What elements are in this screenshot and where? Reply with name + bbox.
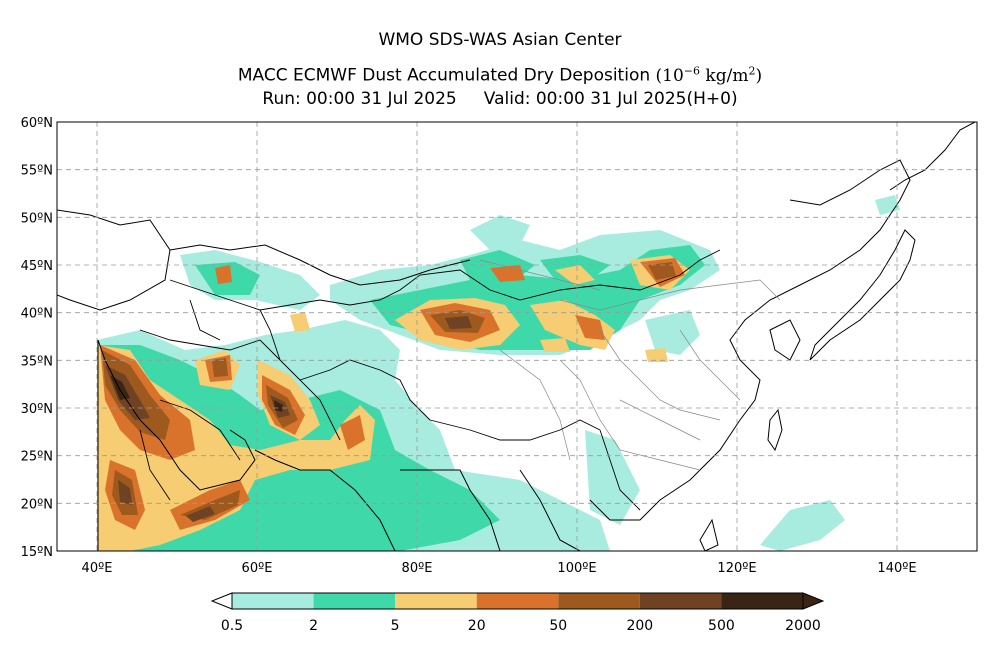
lat-tick-label: 20ºN bbox=[21, 497, 53, 512]
product-name: MACC ECMWF Dust Accumulated Dry Depositi… bbox=[237, 65, 651, 86]
colorbar-max-arrow bbox=[802, 592, 825, 610]
lon-tick-label: 100ºE bbox=[557, 561, 596, 576]
colorbar-swatch bbox=[639, 593, 722, 609]
colorbar-swatch bbox=[721, 593, 803, 609]
lon-tick-label: 60ºE bbox=[242, 561, 273, 576]
title-line-2: MACC ECMWF Dust Accumulated Dry Depositi… bbox=[0, 60, 1000, 87]
lon-tick-label: 80ºE bbox=[402, 561, 433, 576]
latitude-labels: 60ºN 55ºN 50ºN 45ºN 40ºN 35ºN 30ºN 25ºN 20ºN 15ºN bbox=[21, 116, 53, 560]
lat-tick-label: 55ºN bbox=[21, 164, 53, 179]
lon-tick-label: 120ºE bbox=[717, 561, 756, 576]
lat-tick-label: 60ºN bbox=[21, 116, 53, 131]
colorbar-swatch bbox=[395, 593, 477, 609]
colorbar-swatch bbox=[476, 593, 559, 609]
colorbar-label: 5 bbox=[391, 618, 400, 634]
colorbar-min-arrow bbox=[210, 592, 233, 610]
center-name: WMO SDS-WAS Asian Center bbox=[378, 30, 622, 50]
title-line-1: WMO SDS-WAS Asian Center bbox=[0, 29, 1000, 51]
run-time: Run: 00:00 31 Jul 2025 bbox=[262, 89, 457, 109]
colorbar-label: 20 bbox=[468, 618, 486, 634]
colorbar-label: 500 bbox=[708, 618, 735, 634]
colorbar-label: 0.5 bbox=[221, 618, 243, 634]
lat-tick-label: 15ºN bbox=[21, 545, 53, 560]
colorbar-label: 2000 bbox=[785, 618, 821, 634]
lat-tick-label: 45ºN bbox=[21, 259, 53, 274]
gridlines bbox=[57, 122, 977, 551]
colorbar-label: 200 bbox=[626, 618, 653, 634]
country-borders bbox=[139, 249, 721, 511]
map-frame bbox=[56, 121, 978, 552]
lat-tick-label: 25ºN bbox=[21, 450, 53, 465]
valid-time: Valid: 00:00 31 Jul 2025(H+0) bbox=[483, 89, 738, 109]
lon-tick-label: 140ºE bbox=[877, 561, 916, 576]
lat-tick-label: 50ºN bbox=[21, 211, 53, 226]
colorbar-outline bbox=[231, 592, 804, 610]
colorbar-swatch bbox=[232, 593, 314, 609]
lat-tick-label: 30ºN bbox=[21, 402, 53, 417]
lon-tick-label: 40ºE bbox=[82, 561, 113, 576]
colorbar: 0.5 2 5 20 50 200 500 2000 bbox=[210, 592, 825, 634]
dust-field bbox=[97, 195, 900, 551]
title-line-3: Run: 00:00 31 Jul 2025 Valid: 00:00 31 J… bbox=[0, 88, 1000, 110]
colorbar-swatch bbox=[313, 593, 396, 609]
colorbar-label: 50 bbox=[549, 618, 567, 634]
lat-tick-label: 40ºN bbox=[21, 307, 53, 322]
colorbar-swatch bbox=[558, 593, 640, 609]
longitude-labels: 40ºE 60ºE 80ºE 100ºE 120ºE 140ºE bbox=[82, 561, 917, 576]
unit-label: (10−6 kg/m2) bbox=[655, 64, 763, 86]
colorbar-label: 2 bbox=[309, 618, 318, 634]
lat-tick-label: 35ºN bbox=[21, 354, 53, 369]
